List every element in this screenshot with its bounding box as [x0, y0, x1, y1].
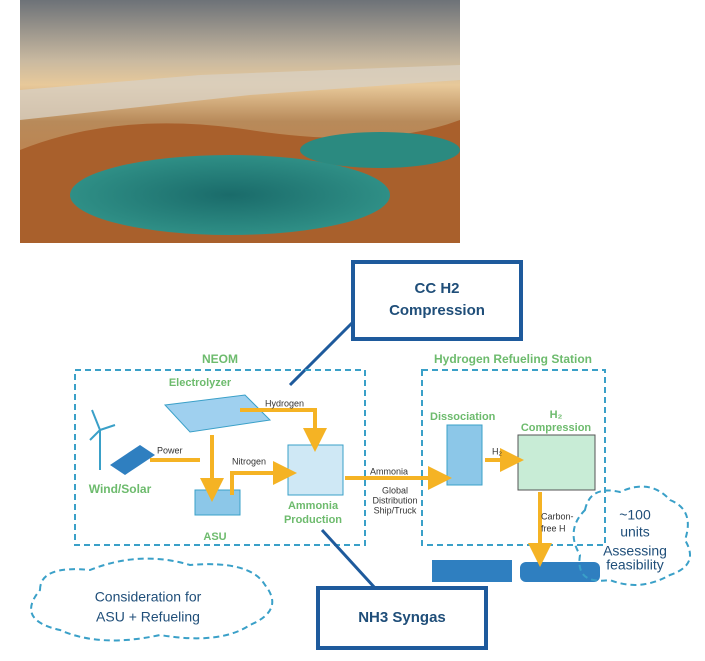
page: CC H2 Compression NEOM Hydrogen Refuelin…	[0, 0, 705, 656]
label: Compression	[521, 422, 592, 434]
cloud-text: units	[620, 524, 650, 540]
cloud-text: feasibility	[606, 557, 664, 573]
label: Power	[157, 445, 183, 455]
label: Wind/Solar	[89, 482, 152, 496]
label: Global	[382, 485, 408, 495]
cloud-text: ~100	[619, 507, 651, 523]
label: H₂	[550, 409, 563, 421]
label: ASU	[203, 531, 226, 543]
label: NEOM	[202, 352, 238, 366]
label: Carbon-	[541, 511, 574, 521]
cloud-text: Consideration for	[95, 589, 202, 605]
photo	[20, 0, 460, 243]
label: Hydrogen	[265, 398, 304, 408]
label: Distribution	[372, 495, 417, 505]
callout-text: CC H2	[414, 280, 459, 297]
callout-nh3: NH3 Syngas	[318, 530, 486, 648]
label: Ammonia	[288, 500, 339, 512]
label: Ammonia	[370, 466, 408, 476]
label: Production	[284, 514, 342, 526]
callout-text: NH3 Syngas	[358, 609, 446, 626]
callout-cc: CC H2 Compression	[290, 262, 521, 385]
label: Electrolyzer	[169, 377, 232, 389]
label: Dissociation	[430, 411, 496, 423]
label: Nitrogen	[232, 456, 266, 466]
label: free H	[541, 523, 566, 533]
label: Ship/Truck	[374, 505, 417, 515]
callout-text: Compression	[389, 302, 485, 319]
label: H₂	[492, 446, 502, 456]
label: Hydrogen Refueling Station	[434, 352, 592, 366]
cloud-text: ASU + Refueling	[96, 609, 200, 625]
